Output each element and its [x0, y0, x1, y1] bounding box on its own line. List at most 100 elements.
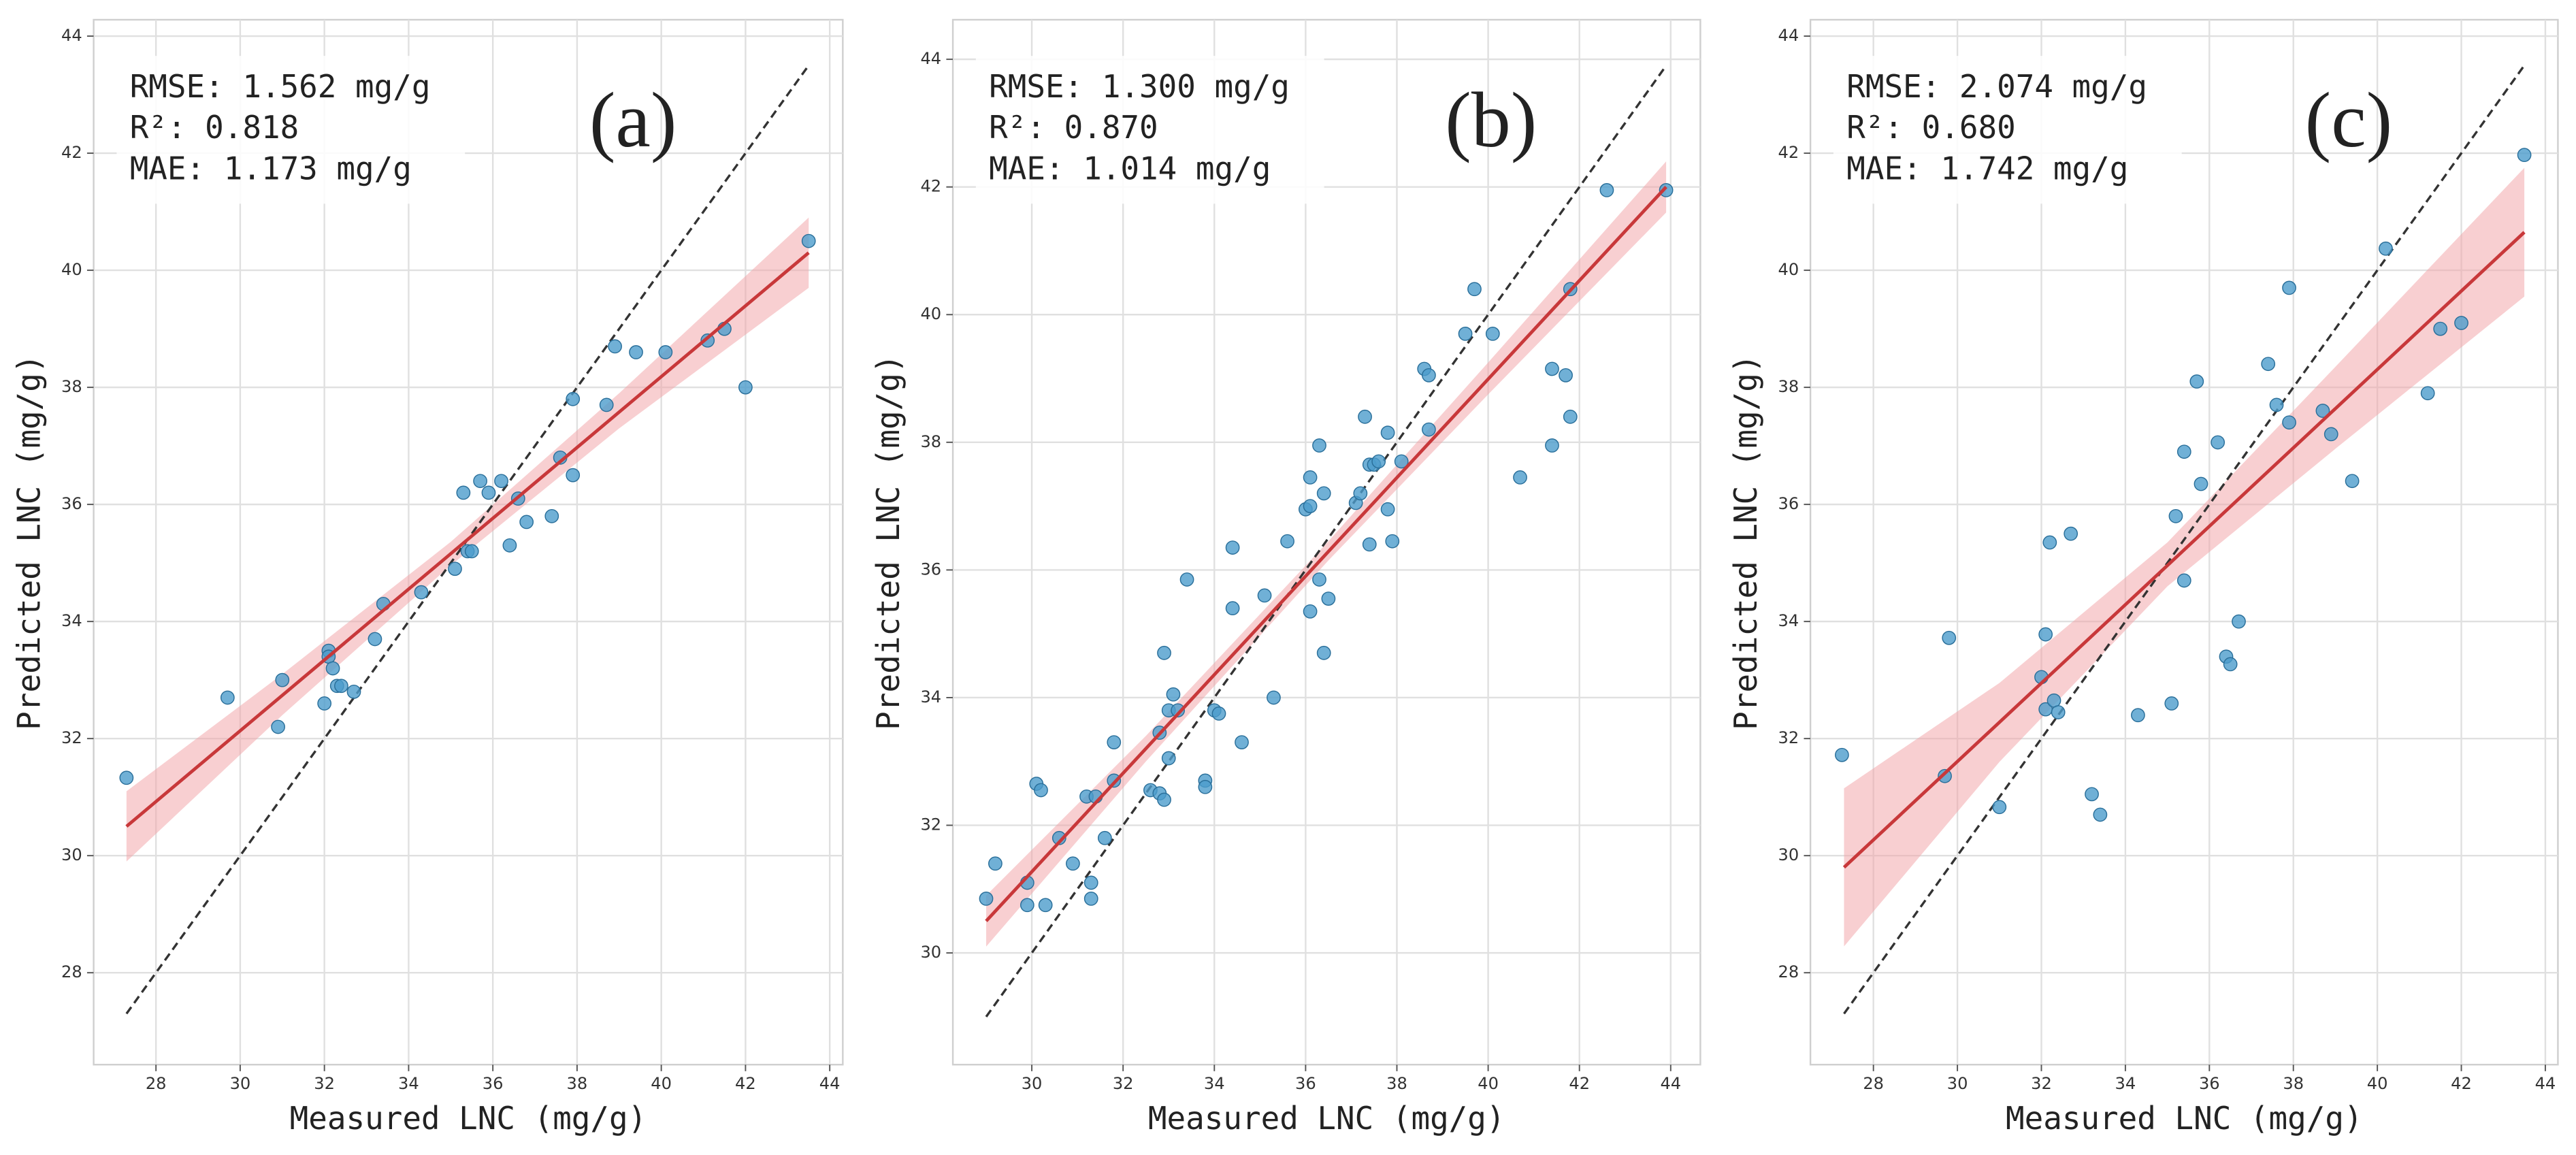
y-axis-label: Predicted LNC (mg/g) [870, 354, 907, 730]
data-point [544, 508, 559, 523]
data-point [1380, 502, 1395, 517]
x-tick-label: 36 [483, 1074, 504, 1093]
data-point [1938, 768, 1952, 783]
x-tick-label: 40 [1478, 1074, 1499, 1093]
data-point [1066, 856, 1080, 871]
data-point [2051, 705, 2066, 719]
data-point [2379, 241, 2393, 256]
data-point [1358, 409, 1372, 424]
data-point [700, 333, 715, 348]
x-tick-label: 36 [1295, 1074, 1316, 1093]
metric-text: RMSE: 1.300 mg/g [989, 68, 1290, 105]
data-point [2282, 280, 2296, 295]
regression-line [125, 251, 810, 828]
data-point [1353, 486, 1368, 501]
panel: 30 32 34 36 38 40 42 44 30 32 34 36 38 40 42 44 RMSE: 1.… [870, 18, 1701, 1137]
data-point [1303, 470, 1318, 485]
y-tick-label: 44 [61, 26, 82, 45]
x-tick-label: 44 [819, 1074, 841, 1093]
data-point [1303, 499, 1318, 513]
data-point [1513, 470, 1527, 485]
y-tick-label: 38 [1778, 377, 1799, 396]
data-point [1599, 183, 1614, 197]
data-point [494, 474, 508, 489]
data-point [2064, 526, 2078, 541]
panel-title: (a) [589, 77, 677, 164]
data-point [2093, 807, 2108, 822]
x-tick-label: 28 [1863, 1074, 1884, 1093]
y-tick-label: 32 [61, 728, 82, 747]
y-tick-label: 28 [1778, 962, 1799, 981]
data-point [1083, 892, 1098, 906]
data-point [1034, 783, 1048, 798]
data-point [2189, 374, 2204, 389]
x-tick-label: 32 [1113, 1074, 1134, 1093]
data-point [2232, 614, 2246, 629]
x-tick-label: 42 [735, 1074, 756, 1093]
data-point [1422, 368, 1436, 383]
data-point [448, 562, 462, 576]
data-point [2420, 386, 2435, 401]
data-point [481, 485, 496, 500]
data-point [1166, 687, 1181, 702]
x-tick-label: 44 [2535, 1074, 2556, 1093]
data-point [1083, 875, 1098, 890]
y-tick-label: 30 [1778, 845, 1799, 864]
annotation-box [116, 56, 466, 204]
x-tick-label: 36 [2199, 1074, 2220, 1093]
data-point [1992, 800, 2007, 815]
metric-text: R²: 0.818 [130, 109, 299, 146]
data-point [1312, 572, 1326, 587]
panel-title: (c) [2305, 77, 2393, 164]
y-tick-label: 32 [1778, 728, 1799, 747]
annotation-box [1833, 56, 2182, 204]
data-point [1559, 368, 1573, 383]
data-point [1097, 830, 1112, 845]
x-tick-label: 32 [314, 1074, 335, 1093]
x-tick-label: 34 [398, 1074, 419, 1093]
data-point [1422, 422, 1436, 437]
data-point [2211, 435, 2226, 450]
data-point [1312, 438, 1326, 453]
x-tick-label: 28 [146, 1074, 167, 1093]
y-tick-label: 38 [61, 377, 82, 396]
annotation-box [975, 56, 1324, 204]
data-point [2269, 397, 2284, 412]
data-point [1235, 735, 1249, 749]
x-tick-label: 38 [1386, 1074, 1407, 1093]
data-point [1038, 898, 1053, 913]
data-point [988, 856, 1002, 871]
data-point [2454, 316, 2468, 330]
data-point [275, 672, 290, 687]
regression-line [1842, 231, 2526, 869]
data-point [317, 696, 332, 711]
y-tick-label: 28 [61, 962, 82, 981]
data-point [119, 770, 134, 785]
data-point [1020, 898, 1034, 913]
y-tick-label: 38 [920, 432, 941, 451]
data-point [334, 679, 348, 694]
data-point [2345, 474, 2360, 489]
data-point [1267, 690, 1281, 705]
x-tick-label: 40 [2367, 1074, 2388, 1093]
data-point [2042, 535, 2057, 550]
metric-text: RMSE: 1.562 mg/g [130, 68, 431, 105]
y-tick-label: 42 [1778, 143, 1799, 162]
data-point [566, 391, 581, 406]
x-tick-label: 42 [1569, 1074, 1590, 1093]
data-point [979, 892, 994, 906]
data-point [2176, 444, 2191, 459]
data-point [1225, 601, 1240, 616]
x-axis-label: Measured LNC (mg/g) [2006, 1100, 2363, 1137]
metric-text: R²: 0.680 [1846, 109, 2016, 146]
data-point [1467, 282, 1482, 297]
data-point [1179, 572, 1194, 587]
y-tick-label: 34 [920, 687, 941, 706]
data-point [368, 632, 382, 647]
data-point [2194, 476, 2208, 491]
x-axis-label: Measured LNC (mg/g) [290, 1100, 647, 1137]
data-point [1161, 751, 1176, 766]
data-point [1316, 486, 1331, 501]
y-tick-label: 40 [920, 304, 941, 323]
